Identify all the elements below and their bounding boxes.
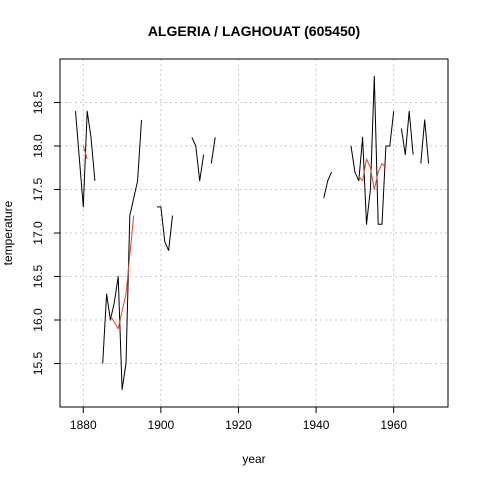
smoothed-line-segment [82,145,88,160]
y-axis: 15.5 16.0 16.5 17.0 17.5 18.0 18.5 [31,90,60,375]
temperature-line-segment [350,75,395,225]
chart-title: ALGERIA / LAGHOUAT (605450) [148,23,360,39]
y-tick-label: 16.0 [31,308,45,332]
x-tick-label: 1900 [148,418,175,432]
temperature-line-segment [323,171,333,199]
temperature-line-segment [420,119,430,164]
y-tick-label: 18.5 [31,90,45,114]
x-tick-label: 1920 [225,418,252,432]
grid-lines [60,59,448,407]
temperature-line-segment [75,110,96,208]
plot-frame [59,58,449,408]
x-tick-label: 1960 [380,418,407,432]
plot-series [75,75,430,391]
y-axis-label: temperature [1,200,15,265]
y-tick-label: 16.5 [31,264,45,288]
smoothed-line-segment [109,215,135,330]
y-tick-label: 18.0 [31,134,45,158]
y-tick-label: 15.5 [31,351,45,375]
x-tick-label: 1880 [70,418,97,432]
temperature-line-segment [210,137,216,164]
x-axis: 1880 1900 1920 1940 1960 [70,407,407,432]
x-tick-label: 1940 [303,418,330,432]
temperature-line-segment [191,137,205,182]
y-tick-label: 17.5 [31,177,45,201]
y-tick-label: 17.0 [31,221,45,245]
temperature-line-segment [157,206,173,251]
temperature-line-segment [400,110,414,156]
smoothed-line-segment [358,158,387,190]
temperature-line-segment [102,119,142,391]
x-axis-label: year [242,452,265,466]
